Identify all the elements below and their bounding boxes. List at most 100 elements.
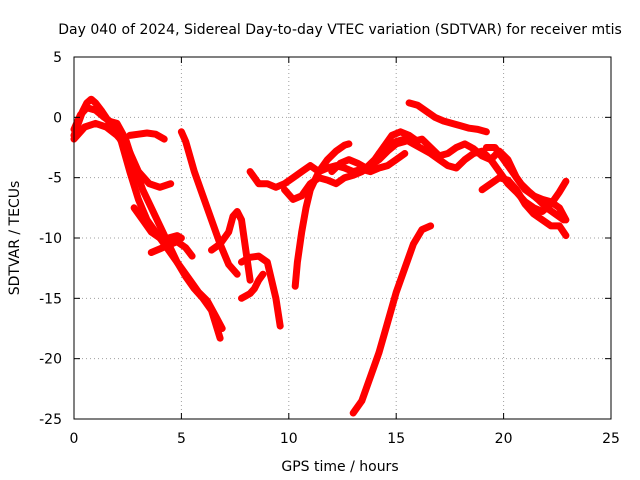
y-tick-label: -5	[48, 171, 62, 187]
data-point-marker	[199, 192, 206, 199]
data-point-marker	[401, 265, 408, 272]
data-point-marker	[234, 271, 241, 278]
axes: 0 5 10 15 20 25 5 0 -5 -10 -15 -20 -25	[39, 50, 620, 447]
data-point-marker	[174, 232, 181, 239]
data-point-marker	[298, 229, 305, 235]
data-point-marker	[242, 247, 249, 254]
data-point-marker	[83, 104, 90, 111]
data-point-marker	[562, 232, 569, 239]
data-point-marker	[148, 249, 155, 256]
data-point-marker	[225, 229, 232, 235]
data-point-marker	[238, 295, 245, 302]
series-arc-15	[349, 222, 435, 417]
data-point-marker	[217, 335, 224, 342]
series-arc-8	[208, 208, 254, 284]
data-point-marker	[174, 238, 181, 245]
data-point-marker	[165, 242, 172, 249]
data-point-marker	[461, 156, 468, 163]
x-tick-label: 0	[70, 431, 79, 447]
data-point-marker	[410, 138, 417, 145]
data-point-marker	[277, 323, 284, 330]
data-point-marker	[496, 174, 503, 181]
data-point-marker	[328, 168, 335, 175]
data-point-marker	[393, 289, 400, 296]
data-point-marker	[363, 165, 370, 171]
data-point-marker	[522, 201, 529, 208]
data-point-marker	[290, 174, 297, 181]
data-point-marker	[225, 261, 232, 268]
data-point-marker	[139, 216, 146, 223]
data-point-marker	[376, 349, 382, 356]
data-point-marker	[376, 150, 382, 157]
data-point-marker	[135, 168, 142, 175]
chart-title: Day 040 of 2024, Sidereal Day-to-day VTE…	[58, 22, 622, 38]
data-point-marker	[187, 277, 193, 284]
data-point-marker	[556, 222, 563, 229]
data-point-marker	[547, 198, 554, 205]
data-point-marker	[238, 216, 245, 223]
data-point-marker	[401, 136, 408, 143]
x-tick-label: 5	[177, 431, 186, 447]
data-point-marker	[350, 172, 357, 179]
x-tick-label: 20	[495, 431, 513, 447]
data-point-marker	[294, 259, 301, 266]
data-point-marker	[440, 118, 447, 124]
data-point-marker	[131, 204, 138, 211]
data-point-marker	[148, 204, 155, 211]
series-arc-3	[70, 119, 175, 191]
data-point-marker	[247, 290, 254, 297]
data-point-marker	[509, 168, 516, 175]
data-point-marker	[230, 213, 236, 220]
data-point-marker	[393, 156, 400, 163]
data-point-marker	[371, 156, 378, 163]
data-point-marker	[341, 142, 348, 149]
data-point-marker	[161, 136, 168, 143]
data-point-marker	[307, 186, 314, 193]
data-point-marker	[189, 253, 196, 260]
data-point-marker	[423, 108, 430, 115]
data-point-marker	[298, 168, 305, 175]
y-tick-label: -20	[39, 352, 62, 368]
data-point-marker	[77, 111, 84, 118]
data-point-marker	[124, 144, 131, 151]
data-point-marker	[539, 216, 546, 223]
y-tick-label: -10	[39, 231, 62, 247]
data-point-marker	[281, 186, 288, 193]
data-point-marker	[272, 184, 279, 191]
data-point-marker	[92, 99, 99, 106]
data-point-marker	[135, 196, 142, 203]
data-point-marker	[135, 131, 142, 138]
x-axis-label: GPS time / hours	[281, 459, 398, 475]
data-point-marker	[444, 162, 451, 169]
data-point-marker	[208, 247, 215, 254]
data-point-marker	[156, 235, 163, 241]
data-point-marker	[337, 160, 344, 167]
data-point-marker	[419, 226, 425, 233]
data-point-marker	[354, 160, 361, 167]
series-arc-2	[70, 104, 226, 332]
data-point-marker	[427, 222, 434, 229]
data-point-marker	[436, 152, 443, 159]
data-point-marker	[281, 180, 288, 187]
data-point-marker	[152, 131, 159, 138]
data-point-marker	[393, 138, 400, 145]
data-point-marker	[255, 180, 262, 187]
data-point-marker	[292, 283, 299, 290]
data-point-marker	[272, 295, 279, 302]
data-point-marker	[182, 244, 189, 251]
data-point-marker	[487, 180, 494, 187]
data-point-marker	[251, 285, 258, 292]
data-point-marker	[81, 124, 88, 130]
data-point-marker	[247, 277, 254, 284]
data-point-marker	[444, 150, 451, 157]
data-point-marker	[431, 114, 438, 121]
data-point-marker	[307, 162, 314, 169]
data-point-marker	[427, 144, 434, 151]
data-point-marker	[255, 277, 262, 284]
data-point-marker	[397, 128, 404, 135]
data-point-marker	[345, 140, 352, 147]
data-point-marker	[552, 210, 559, 217]
y-axis-label: SDTVAR / TECUs	[7, 181, 23, 296]
data-point-marker	[406, 132, 413, 139]
